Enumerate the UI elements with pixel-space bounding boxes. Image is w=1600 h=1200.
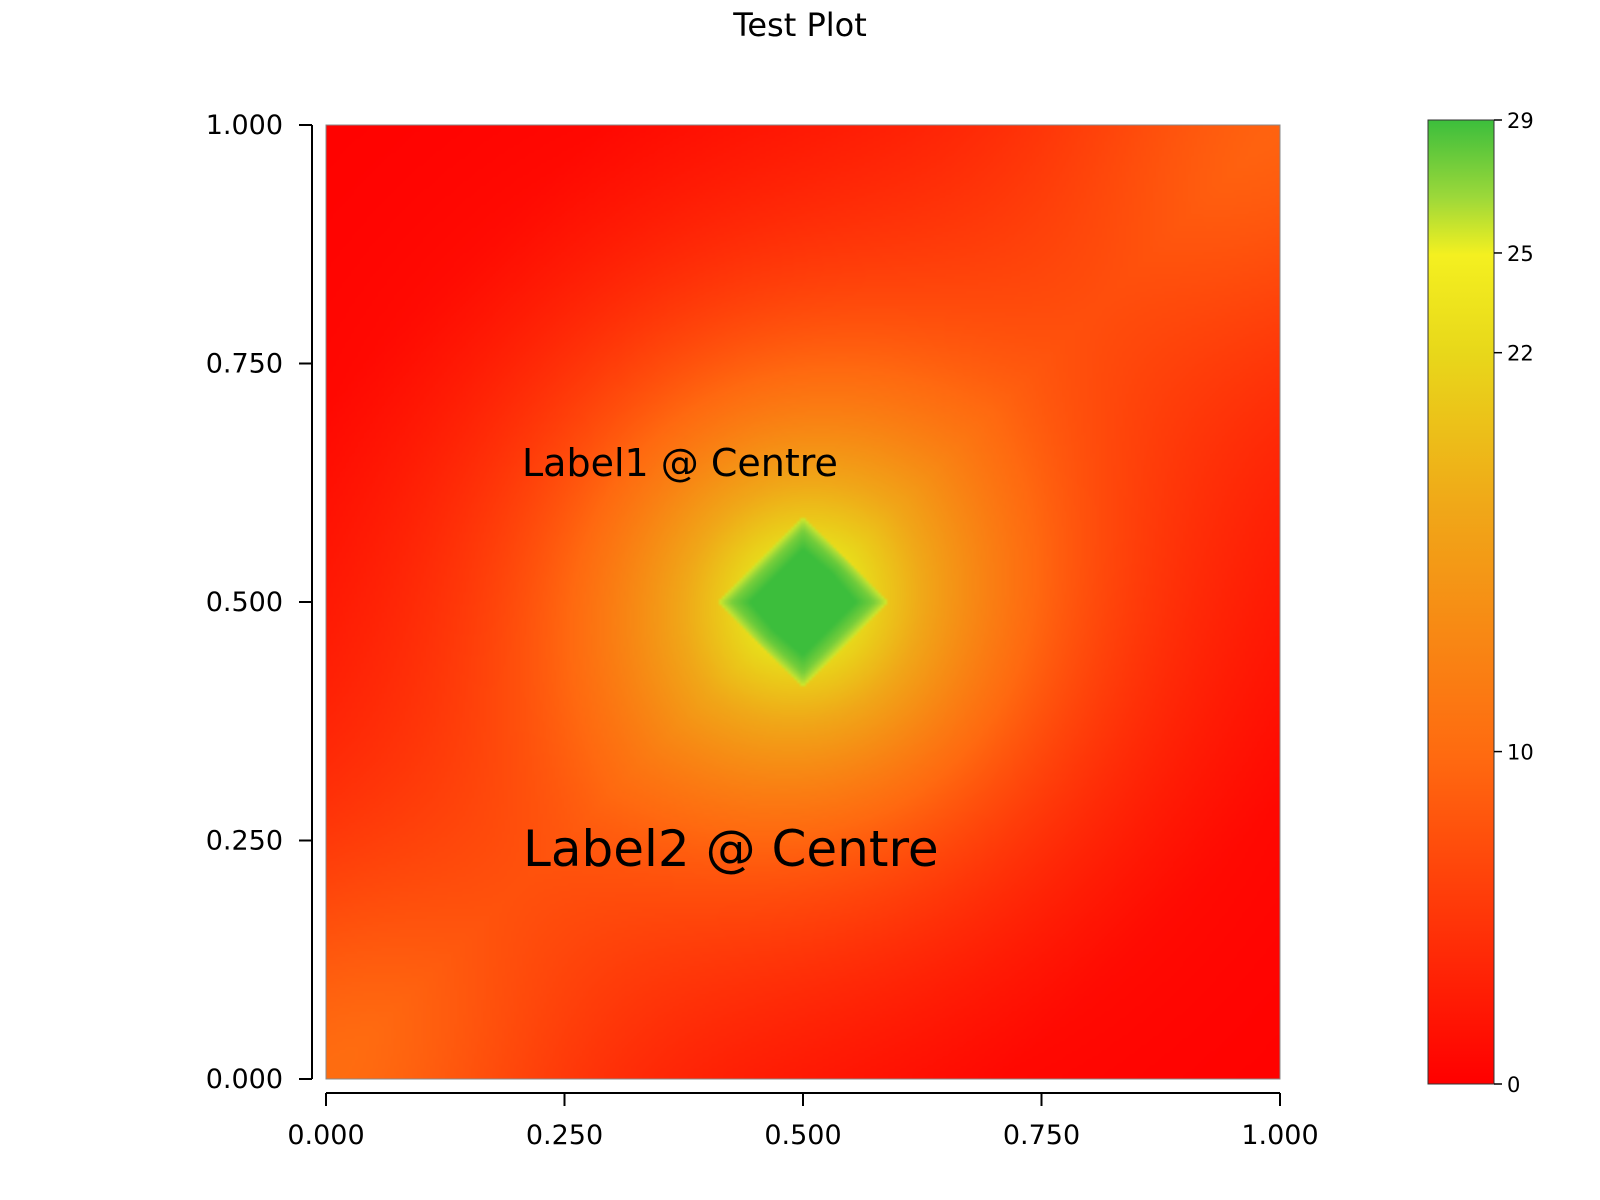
plot-frame [325,124,1281,1080]
x-tick-label: 0.500 [764,1120,841,1151]
colorbar-tick-label: 29 [1507,109,1534,133]
colorbar-tick-label: 0 [1507,1073,1520,1097]
colorbar-tick-label: 22 [1507,342,1534,366]
x-tick-label: 0.000 [287,1120,364,1151]
colorbar-tick-label: 25 [1507,242,1534,266]
heatmap-area [325,124,1281,1080]
y-tick-label: 0.500 [206,587,283,618]
y-axis: 0.000 0.250 0.500 0.750 1.000 [206,110,313,1095]
x-axis: 0.000 0.250 0.500 0.750 1.000 [287,1092,1319,1151]
y-tick-label: 1.000 [206,110,283,141]
y-tick-label: 0.250 [206,826,283,857]
annotations: Label1 @ Centre Label2 @ Centre [522,441,939,878]
y-tick-label: 0.000 [206,1064,283,1095]
x-tick-label: 0.750 [1003,1120,1080,1151]
colorbar-scale [1427,119,1495,1085]
annotation-label1: Label1 @ Centre [522,441,838,485]
y-tick-label: 0.750 [206,349,283,380]
x-tick-label: 1.000 [1241,1120,1318,1151]
annotation-label2: Label2 @ Centre [523,820,939,878]
colorbar: 0 10 22 25 29 [1427,109,1534,1097]
heatmap-image [326,125,1280,1079]
colorbar-tick-label: 10 [1507,741,1534,765]
chart-title: Test Plot [732,6,867,44]
x-tick-label: 0.250 [526,1120,603,1151]
